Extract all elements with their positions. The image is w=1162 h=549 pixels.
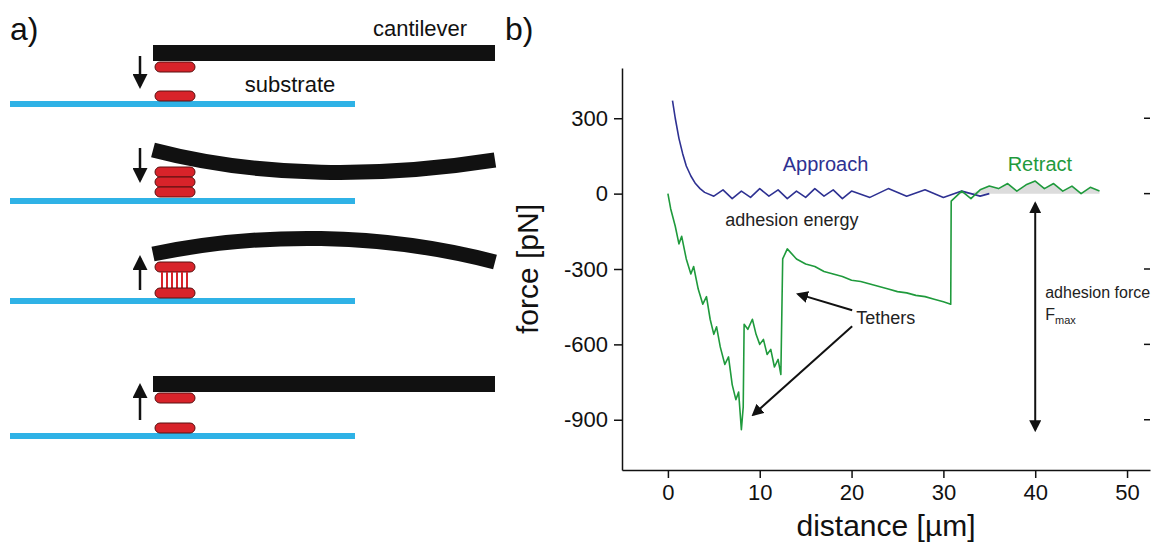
y-tick-mark bbox=[614, 420, 622, 422]
motion-arrow bbox=[139, 258, 142, 290]
cantilever bbox=[153, 376, 495, 392]
cantilever-label: cantilever bbox=[373, 16, 467, 41]
substrate bbox=[10, 433, 355, 439]
cell bbox=[155, 393, 195, 403]
substrate bbox=[10, 198, 355, 204]
y-tick-mark-right bbox=[1144, 118, 1150, 120]
plot-area bbox=[668, 101, 1100, 430]
cell bbox=[155, 187, 195, 197]
x-tick: 40 bbox=[1023, 470, 1047, 505]
x-tick: 30 bbox=[932, 470, 956, 505]
adhesion-force-arrow bbox=[1034, 204, 1036, 430]
x-tick-mark bbox=[668, 470, 670, 478]
annotations: Approach Retract adhesion energy Tethers adh… bbox=[725, 153, 1150, 430]
x-tick-mark bbox=[759, 470, 761, 478]
x-tick-mark bbox=[1035, 470, 1037, 478]
y-tick-label: 0 bbox=[596, 181, 608, 206]
tether bbox=[186, 272, 188, 288]
x-tick: 10 bbox=[748, 470, 772, 505]
tether bbox=[176, 272, 178, 288]
panel-a: a) cantilever substrate bbox=[10, 11, 495, 439]
series-label: Retract bbox=[1008, 153, 1073, 175]
annotation-part: F bbox=[1045, 306, 1055, 323]
y-tick-mark-right bbox=[1144, 419, 1150, 421]
y-tick: 300 bbox=[571, 106, 622, 131]
adhesion-energy-area bbox=[668, 181, 1100, 194]
y-tick-mark bbox=[614, 118, 622, 120]
substrate bbox=[10, 101, 355, 107]
cantilever bbox=[153, 45, 495, 61]
x-tick-label: 50 bbox=[1115, 480, 1139, 505]
tether bbox=[171, 272, 173, 288]
tether bbox=[161, 272, 163, 288]
y-tick-mark-right bbox=[1144, 344, 1150, 346]
y-tick: -300 bbox=[564, 257, 622, 282]
series-line bbox=[673, 101, 990, 199]
annotation-arrow bbox=[798, 294, 852, 310]
x-tick-label: 30 bbox=[932, 480, 956, 505]
y-tick-label: 300 bbox=[571, 106, 608, 131]
cell bbox=[155, 167, 195, 177]
series-label: Approach bbox=[783, 153, 869, 175]
x-axis-line bbox=[623, 470, 1151, 472]
cantilever-bent bbox=[153, 150, 495, 172]
substrate-label: substrate bbox=[245, 72, 336, 97]
y-tick-mark-right bbox=[1144, 268, 1150, 270]
cell bbox=[155, 91, 195, 101]
annotation: adhesion energy bbox=[725, 210, 858, 230]
series-line bbox=[668, 181, 1100, 430]
y-tick-mark bbox=[614, 269, 622, 271]
tether bbox=[166, 272, 168, 288]
cell bbox=[155, 262, 195, 272]
figure: a) cantilever substrate b) 0 10 20 30 40 50 -900 -6… bbox=[0, 0, 1162, 549]
x-tick: 50 bbox=[1115, 470, 1139, 505]
cell bbox=[155, 62, 195, 72]
cell bbox=[155, 423, 195, 433]
x-tick: 20 bbox=[840, 470, 864, 505]
x-tick-mark bbox=[943, 470, 945, 478]
panel-b: b) 0 10 20 30 40 50 -900 -600 -300 0 300 distance [µ… bbox=[505, 11, 1151, 542]
cantilever-bent bbox=[153, 238, 495, 262]
x-axis-title: distance [µm] bbox=[796, 509, 975, 542]
annotation: adhesion force bbox=[1045, 284, 1150, 301]
y-tick: -900 bbox=[564, 407, 622, 432]
x-tick-mark bbox=[851, 470, 853, 478]
annotation-part: max bbox=[1055, 314, 1076, 326]
x-tick-label: 10 bbox=[748, 480, 772, 505]
motion-arrow bbox=[139, 56, 142, 86]
x-tick-label: 0 bbox=[662, 480, 674, 505]
annotation: Tethers bbox=[856, 308, 915, 328]
tether bbox=[181, 272, 183, 288]
y-tick-label: -600 bbox=[564, 332, 608, 357]
x-tick: 0 bbox=[662, 470, 674, 505]
motion-arrow bbox=[139, 386, 142, 420]
y-axis-title: force [pN] bbox=[511, 204, 544, 334]
y-tick: -600 bbox=[564, 332, 622, 357]
annotation-arrow bbox=[753, 326, 852, 414]
cell bbox=[155, 177, 195, 187]
y-tick: 0 bbox=[596, 181, 622, 206]
y-tick-label: -900 bbox=[564, 407, 608, 432]
x-tick-mark bbox=[1127, 470, 1129, 478]
y-axis: -900 -600 -300 0 300 bbox=[564, 69, 623, 471]
panel-label: a) bbox=[10, 11, 38, 47]
y-tick-label: -300 bbox=[564, 257, 608, 282]
annotation: Fmax bbox=[1045, 306, 1076, 326]
x-tick-label: 20 bbox=[840, 480, 864, 505]
x-tick-label: 40 bbox=[1023, 480, 1047, 505]
substrate bbox=[10, 298, 355, 304]
cell bbox=[155, 288, 195, 298]
y-tick-mark bbox=[614, 344, 622, 346]
y-tick-mark bbox=[614, 193, 622, 195]
motion-arrow bbox=[139, 148, 142, 180]
y-tick-mark-right bbox=[1144, 193, 1150, 195]
panel-label: b) bbox=[505, 11, 533, 47]
x-axis: 0 10 20 30 40 50 bbox=[623, 470, 1151, 505]
